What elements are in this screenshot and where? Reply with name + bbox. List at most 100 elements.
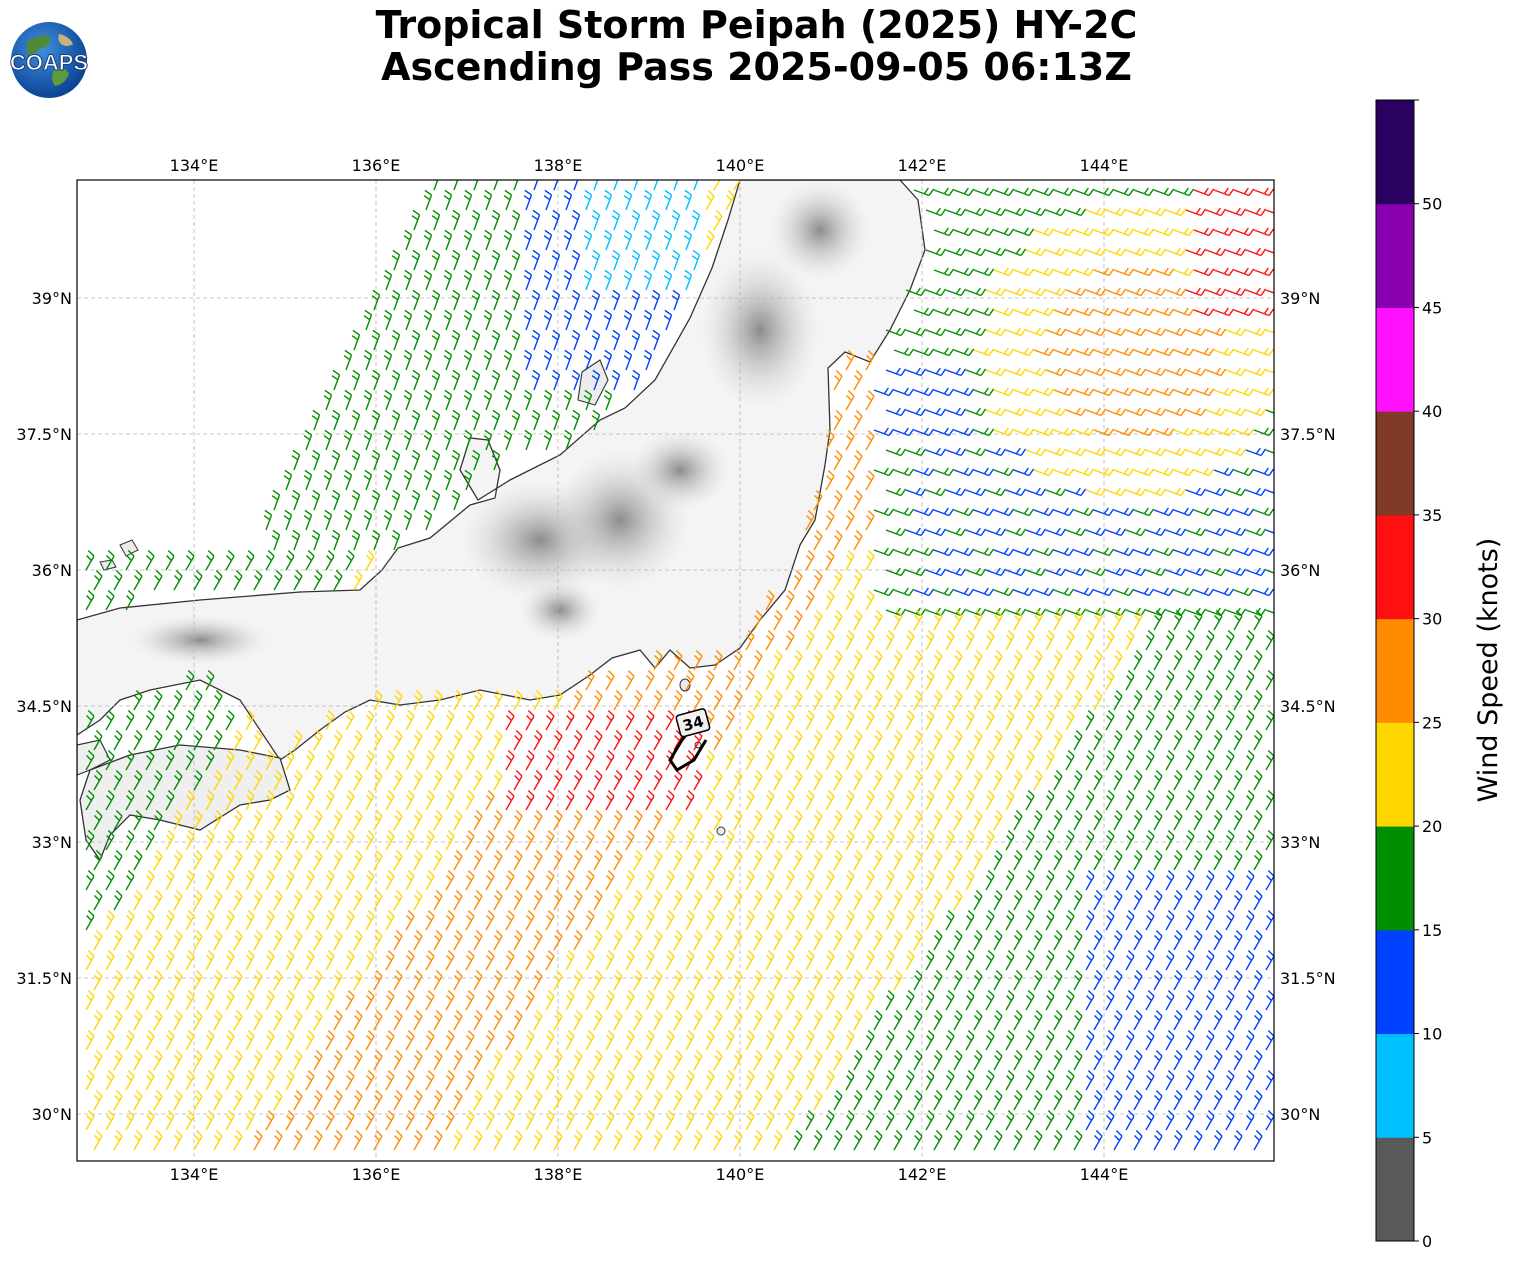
wind-barb — [853, 809, 863, 831]
wind-barb — [313, 1049, 323, 1071]
wind-barb — [113, 929, 123, 951]
wind-barb — [485, 1069, 495, 1091]
wind-barb — [1185, 1109, 1195, 1131]
wind-barb — [565, 909, 575, 931]
wind-barb — [993, 609, 1003, 631]
wind-barb — [965, 247, 987, 257]
wind-barb — [933, 689, 943, 711]
wind-barb — [1185, 989, 1195, 1011]
wind-barb — [773, 689, 783, 711]
wind-barb — [865, 389, 875, 411]
wind-barb — [693, 889, 703, 911]
wind-barb — [173, 809, 183, 831]
wind-barb — [525, 709, 535, 731]
wind-barb — [633, 1009, 643, 1031]
wind-barb — [985, 989, 995, 1011]
wind-barb — [945, 207, 967, 217]
wind-barb — [425, 909, 435, 931]
wind-barb — [1245, 247, 1267, 257]
wind-barb — [1093, 969, 1103, 991]
wind-barb — [1265, 409, 1274, 414]
wind-barb — [853, 569, 863, 591]
wind-barb — [1173, 769, 1183, 791]
wind-barb — [365, 869, 375, 891]
wind-barb — [633, 969, 643, 991]
wind-barb — [1073, 307, 1095, 317]
wind-barb — [663, 309, 673, 331]
wind-barb — [605, 789, 615, 811]
wind-barb — [363, 389, 373, 411]
wind-barb — [1065, 949, 1075, 971]
wind-barb — [233, 1129, 243, 1151]
wind-barb — [1145, 287, 1167, 297]
wind-barb — [1193, 1129, 1203, 1151]
wind-barb — [373, 1009, 383, 1031]
wind-barb — [1145, 949, 1155, 971]
wind-barb — [1073, 969, 1083, 991]
colorbar-segment — [1376, 1033, 1414, 1138]
wind-barb — [145, 989, 155, 1011]
wind-barb — [745, 869, 755, 891]
wind-barb — [213, 1089, 223, 1111]
wind-barb — [345, 829, 355, 851]
wind-barb — [173, 929, 183, 951]
wind-barb — [1093, 889, 1103, 911]
wind-barb — [1033, 467, 1055, 477]
wind-barb — [1253, 307, 1274, 317]
wind-barb — [513, 1049, 523, 1071]
wind-barb — [905, 287, 927, 297]
wind-barb — [1113, 689, 1123, 711]
wind-barb — [913, 609, 923, 631]
wind-barb — [773, 769, 783, 791]
wind-barb — [373, 889, 383, 911]
wind-barb — [1133, 849, 1143, 871]
wind-barb — [693, 1049, 703, 1071]
wind-barb — [813, 889, 823, 911]
wind-barb — [905, 949, 915, 971]
wind-barb — [753, 689, 763, 711]
wind-barb — [745, 789, 755, 811]
wind-barb — [443, 349, 453, 371]
wind-barb — [325, 1069, 335, 1091]
wind-barb — [353, 569, 363, 591]
wind-barb — [1245, 207, 1267, 217]
wind-barb — [1225, 527, 1247, 537]
wind-barb — [1093, 467, 1115, 477]
wind-barb — [1233, 889, 1243, 911]
wind-barb — [113, 1129, 123, 1151]
wind-barb — [325, 549, 335, 571]
colorbar-segment — [1376, 722, 1414, 827]
wind-barb — [113, 1009, 123, 1031]
wind-barb — [313, 1129, 323, 1151]
wind-barb — [1205, 1109, 1215, 1131]
wind-barb — [925, 447, 947, 457]
wind-barb — [1033, 507, 1055, 517]
wind-barb — [1013, 307, 1035, 317]
wind-barb — [393, 689, 403, 711]
wind-barb — [933, 547, 955, 557]
wind-barb — [193, 689, 203, 711]
wind-barb — [1045, 407, 1067, 417]
wind-barb — [1225, 447, 1247, 457]
wind-barb — [953, 307, 975, 317]
wind-barb — [1245, 487, 1267, 497]
wind-barb — [953, 387, 975, 397]
wind-barb — [385, 1029, 395, 1051]
wind-barb — [805, 669, 815, 691]
wind-barb — [145, 1109, 155, 1131]
wind-barb — [145, 869, 155, 891]
wind-barb — [1105, 327, 1127, 337]
wind-barb — [1133, 809, 1143, 831]
wind-barb — [733, 889, 743, 911]
wind-barb — [553, 889, 563, 911]
wind-barb — [623, 189, 633, 211]
wind-barb — [1033, 809, 1043, 831]
wind-barb — [725, 1069, 735, 1091]
wind-barb — [873, 849, 883, 871]
wind-barb — [1073, 1049, 1083, 1071]
wind-barb — [233, 1009, 243, 1031]
wind-barb — [1073, 609, 1083, 631]
wind-barb — [985, 629, 995, 651]
wind-barb — [953, 1049, 963, 1071]
wind-barb — [285, 829, 295, 851]
